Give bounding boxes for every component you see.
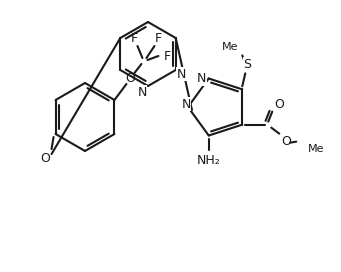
Text: N: N (177, 67, 187, 81)
Text: S: S (243, 58, 251, 71)
Text: O: O (281, 135, 291, 148)
Text: NH₂: NH₂ (197, 154, 221, 167)
Text: N: N (197, 72, 206, 85)
Text: N: N (137, 85, 147, 98)
Text: F: F (131, 32, 138, 45)
Text: O: O (274, 98, 284, 111)
Text: Me: Me (308, 144, 325, 154)
Text: F: F (164, 50, 171, 63)
Text: O: O (125, 72, 135, 85)
Text: O: O (41, 152, 50, 165)
Text: Me: Me (222, 42, 238, 52)
Text: F: F (155, 32, 162, 45)
Text: N: N (181, 97, 191, 110)
